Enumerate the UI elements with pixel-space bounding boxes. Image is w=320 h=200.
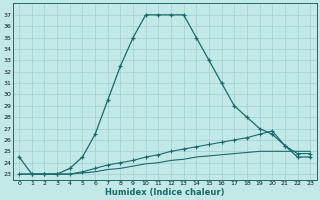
X-axis label: Humidex (Indice chaleur): Humidex (Indice chaleur)	[105, 188, 224, 197]
